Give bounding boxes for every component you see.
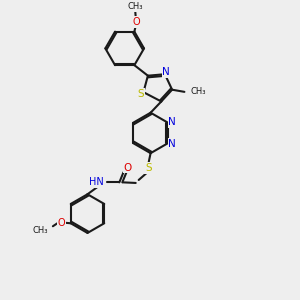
Text: CH₃: CH₃: [32, 226, 47, 235]
Text: O: O: [57, 218, 65, 228]
Text: CH₃: CH₃: [191, 87, 206, 96]
Text: CH₃: CH₃: [128, 2, 143, 11]
Text: S: S: [145, 163, 152, 173]
Text: N: N: [168, 117, 176, 127]
Text: O: O: [132, 17, 140, 27]
Text: O: O: [123, 163, 131, 173]
Text: N: N: [163, 67, 170, 77]
Text: N: N: [168, 139, 176, 149]
Text: HN: HN: [88, 177, 103, 188]
Text: S: S: [138, 89, 144, 99]
